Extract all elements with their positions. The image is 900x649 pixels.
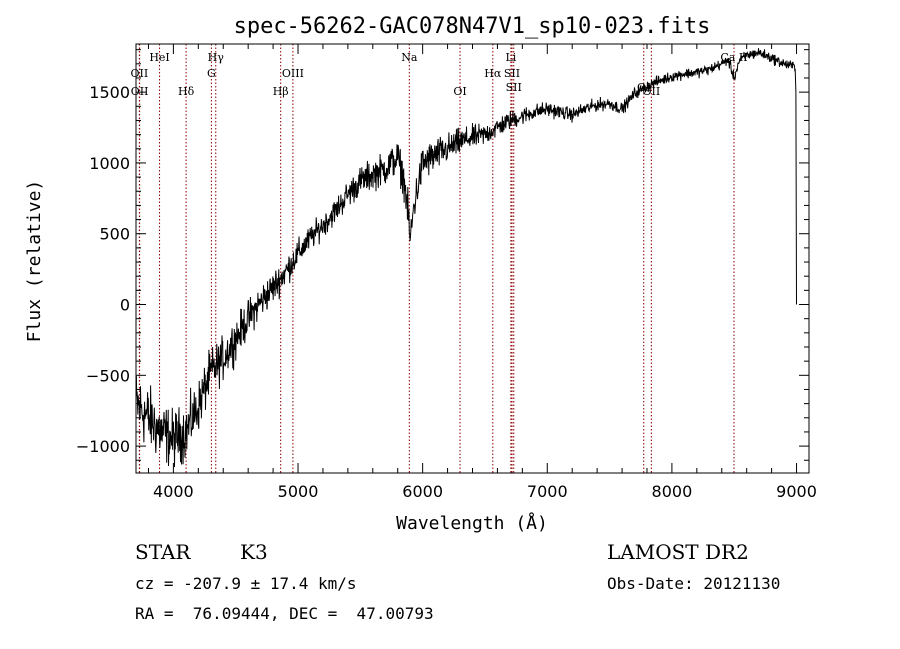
x-tick-label: 7000 xyxy=(527,482,568,501)
spectrum-line xyxy=(135,48,797,468)
y-tick-label: −1000 xyxy=(76,437,130,456)
object-class: STAR xyxy=(135,540,191,564)
spectral-line-label: SII xyxy=(506,81,522,94)
spectral-line-markers xyxy=(138,44,735,473)
coordinates: RA = 76.09444, DEC = 47.00793 xyxy=(135,604,434,623)
x-tick-label: 9000 xyxy=(776,482,817,501)
redshift-cz: cz = -207.9 ± 17.4 km/s xyxy=(135,574,357,593)
x-tick-label: 4000 xyxy=(153,482,194,501)
spectral-line-label: Hα xyxy=(484,67,502,80)
observation-date: Obs-Date: 20121130 xyxy=(607,574,781,593)
plot-frame xyxy=(135,43,810,474)
x-tick-label: 8000 xyxy=(652,482,693,501)
y-axis-ticks: −1000 −500 0 500 1000 1500 xyxy=(76,49,809,461)
spectral-line-label: OIII xyxy=(282,67,304,80)
spectral-line-label: OII xyxy=(131,67,149,80)
y-tick-label: 0 xyxy=(120,296,130,315)
x-axis-ticks: 4000 5000 6000 7000 8000 9000 xyxy=(147,44,817,501)
spectral-line-label: Li xyxy=(505,51,516,64)
x-tick-label: 5000 xyxy=(278,482,319,501)
spectral-line-label: HeI xyxy=(149,51,169,64)
x-axis-label: Wavelength (Å) xyxy=(396,512,548,534)
object-subclass: K3 xyxy=(240,540,268,564)
chart-title: spec-56262-GAC078N47V1_sp10-023.fits xyxy=(234,14,711,39)
spectral-line-label: OII xyxy=(131,85,149,98)
y-axis-label: Flux (relative) xyxy=(24,180,45,343)
y-tick-label: 1000 xyxy=(89,154,130,173)
spectral-line-label: OI xyxy=(453,85,466,98)
spectral-line-label: Na xyxy=(401,51,418,64)
spectral-line-label: Hδ xyxy=(178,85,195,98)
spectral-line-label: G xyxy=(207,67,216,80)
y-tick-label: 1500 xyxy=(89,83,130,102)
spectral-line-label: Hγ xyxy=(208,51,225,64)
y-tick-label: 500 xyxy=(99,225,130,244)
y-tick-label: −500 xyxy=(86,366,130,385)
spectral-line-label: SII xyxy=(504,67,520,80)
x-tick-label: 6000 xyxy=(402,482,443,501)
survey-name: LAMOST DR2 xyxy=(607,540,749,564)
spectral-line-label: Hβ xyxy=(273,85,289,98)
